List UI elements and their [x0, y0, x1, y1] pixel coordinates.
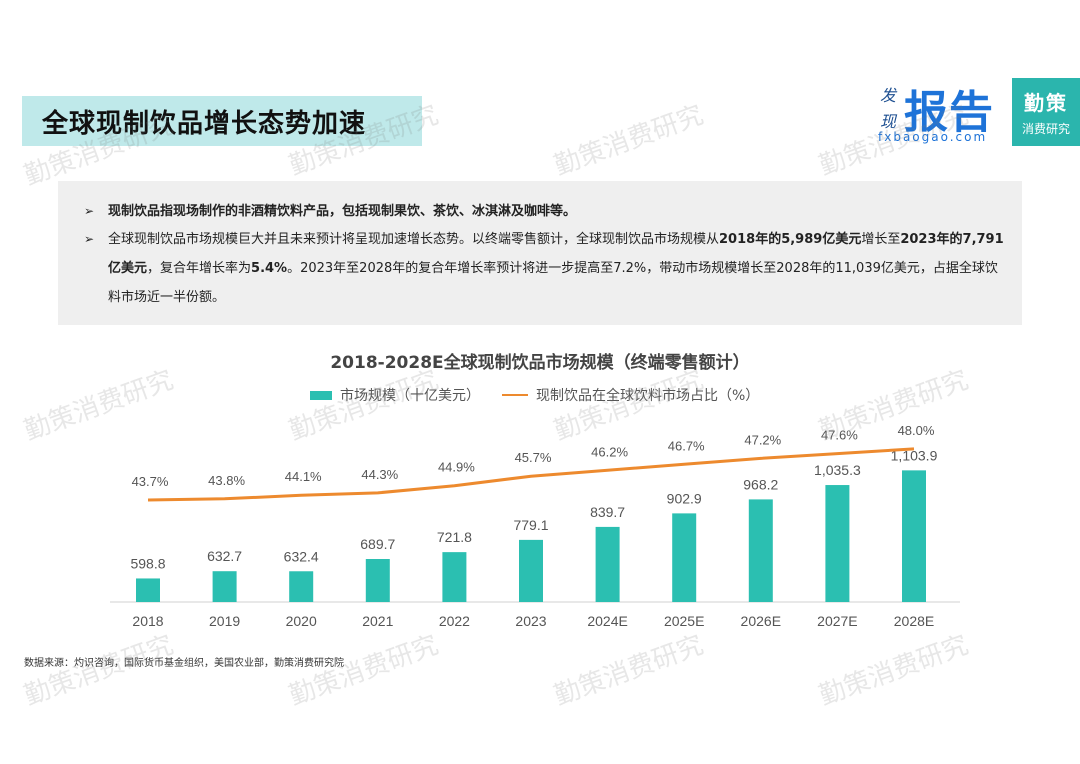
x-tick-label: 2022 [439, 613, 470, 629]
logo-url: fxbaogao.com [878, 130, 988, 144]
line-data-label: 46.2% [591, 444, 628, 459]
x-tick-label: 2021 [362, 613, 393, 629]
data-source: 数据来源：灼识咨询，国际货币基金组织，美国农业部，勤策消费研究院 [24, 658, 344, 669]
logo-small-bottom: 现 [880, 112, 897, 131]
bar [212, 571, 237, 602]
bullet-arrow-icon: ➢ [84, 232, 95, 246]
bullet-2-run: ，复合年增长率为 [147, 261, 252, 276]
x-tick-label: 2023 [515, 613, 546, 629]
logo-small-top: 发 [880, 86, 897, 105]
legend-bar-label: 市场规模（十亿美元） [340, 388, 480, 404]
bar-data-label: 632.7 [207, 548, 242, 564]
chart-title: 2018-2028E全球现制饮品市场规模（终端零售额计） [330, 353, 750, 373]
bar [365, 559, 390, 602]
bar-data-label: 902.9 [667, 490, 702, 506]
bar-data-label: 598.8 [130, 555, 165, 571]
qince-logo-line1: 勤策 [1024, 91, 1068, 115]
bullet-2-run: 全球现制饮品市场规模巨大并且未来预计将呈现加速增长态势。以终端零售额计，全球现制… [108, 232, 720, 247]
bar-data-label: 779.1 [513, 517, 548, 533]
bar [519, 539, 543, 602]
line-data-label: 44.3% [361, 467, 398, 482]
legend-line-swatch [502, 394, 528, 396]
bar [672, 513, 697, 602]
line-data-label: 43.7% [132, 474, 169, 489]
x-tick-label: 2028E [894, 613, 934, 629]
bullet-2-run: 2023年的7,791亿美元 [108, 232, 1004, 276]
bar [595, 526, 620, 602]
logo-big-text: 报告 [904, 87, 994, 138]
bar [442, 552, 467, 602]
line-data-label: 46.7% [668, 438, 705, 453]
share-line [147, 447, 915, 502]
x-tick-label: 2019 [209, 613, 240, 629]
bar [825, 485, 850, 602]
legend-line-label: 现制饮品在全球饮料市场占比（%） [536, 388, 760, 404]
line-data-label: 47.2% [744, 432, 781, 447]
line-data-label: 45.7% [515, 450, 552, 465]
x-tick-label: 2020 [286, 613, 317, 629]
bullet-1: ➢ 现制饮品指现场制作的非酒精饮料产品，包括现制果饮、茶饮、冰淇淋及咖啡等。 [84, 197, 1004, 226]
line-data-label: 44.9% [438, 460, 475, 475]
bar-data-label: 968.2 [743, 476, 778, 492]
qince-logo: 勤策 消费研究 [1012, 78, 1080, 146]
bullet-2-text: 全球现制饮品市场规模巨大并且未来预计将呈现加速增长态势。以终端零售额计，全球现制… [108, 225, 1004, 312]
bullet-2-run: 5.4% [251, 261, 288, 276]
x-tick-label: 2024E [587, 613, 627, 629]
bar-data-label: 632.4 [284, 548, 319, 564]
page-title: 全球现制饮品增长态势加速 [42, 109, 367, 139]
bullet-2-run: 2018年的5,989亿美元 [719, 232, 862, 247]
bar [136, 578, 160, 602]
line-data-label: 44.1% [285, 469, 322, 484]
bullet-2: ➢ 全球现制饮品市场规模巨大并且未来预计将呈现加速增长态势。以终端零售额计，全球… [84, 225, 1004, 312]
x-tick-label: 2026E [741, 613, 781, 629]
fxbaogao-logo: 发 现 报告 fxbaogao.com [878, 80, 1006, 146]
bar [289, 571, 314, 602]
bar [902, 470, 926, 602]
x-tick-label: 2027E [817, 613, 857, 629]
legend-bar-swatch [310, 390, 332, 400]
chart-legend: 市场规模（十亿美元） 现制饮品在全球饮料市场占比（%） [310, 385, 759, 405]
bullet-arrow-icon: ➢ [84, 204, 95, 218]
x-tick-label: 2018 [132, 613, 163, 629]
line-data-label: 48.0% [898, 423, 935, 438]
info-box [58, 181, 1022, 325]
bullet-2-run: 增长至 [861, 232, 901, 247]
bar-data-label: 1,103.9 [891, 447, 938, 463]
bullet-1-text: 现制饮品指现场制作的非酒精饮料产品，包括现制果饮、茶饮、冰淇淋及咖啡等。 [108, 204, 577, 219]
qince-logo-line2: 消费研究 [1021, 122, 1070, 136]
bar-data-label: 839.7 [590, 504, 625, 520]
title-band [22, 96, 422, 146]
line-data-label: 43.8% [208, 473, 245, 488]
bullet-2-run: 。2023年至2028年的复合年增长率预计将进一步提高至7.2%，带动市场规模增… [108, 261, 998, 305]
bar-data-label: 721.8 [437, 529, 472, 545]
x-tick-label: 2025E [664, 613, 704, 629]
bar [748, 499, 773, 602]
bar-data-label: 689.7 [360, 536, 395, 552]
line-data-label: 47.6% [821, 428, 858, 443]
bar-data-label: 1,035.3 [814, 462, 861, 478]
